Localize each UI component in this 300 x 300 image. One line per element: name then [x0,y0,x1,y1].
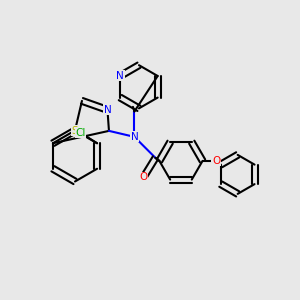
Text: O: O [139,172,148,182]
Text: O: O [212,156,220,166]
Text: O: O [212,156,220,166]
Text: N: N [103,105,112,115]
Text: N: N [103,105,111,115]
Text: N: N [116,71,124,81]
Text: Cl: Cl [75,128,86,138]
Text: N: N [116,71,124,81]
Text: N: N [130,132,138,142]
Text: O: O [139,172,148,182]
Text: N: N [130,130,139,143]
Text: S: S [72,125,78,136]
Text: S: S [71,125,79,136]
Text: Cl: Cl [75,128,86,138]
